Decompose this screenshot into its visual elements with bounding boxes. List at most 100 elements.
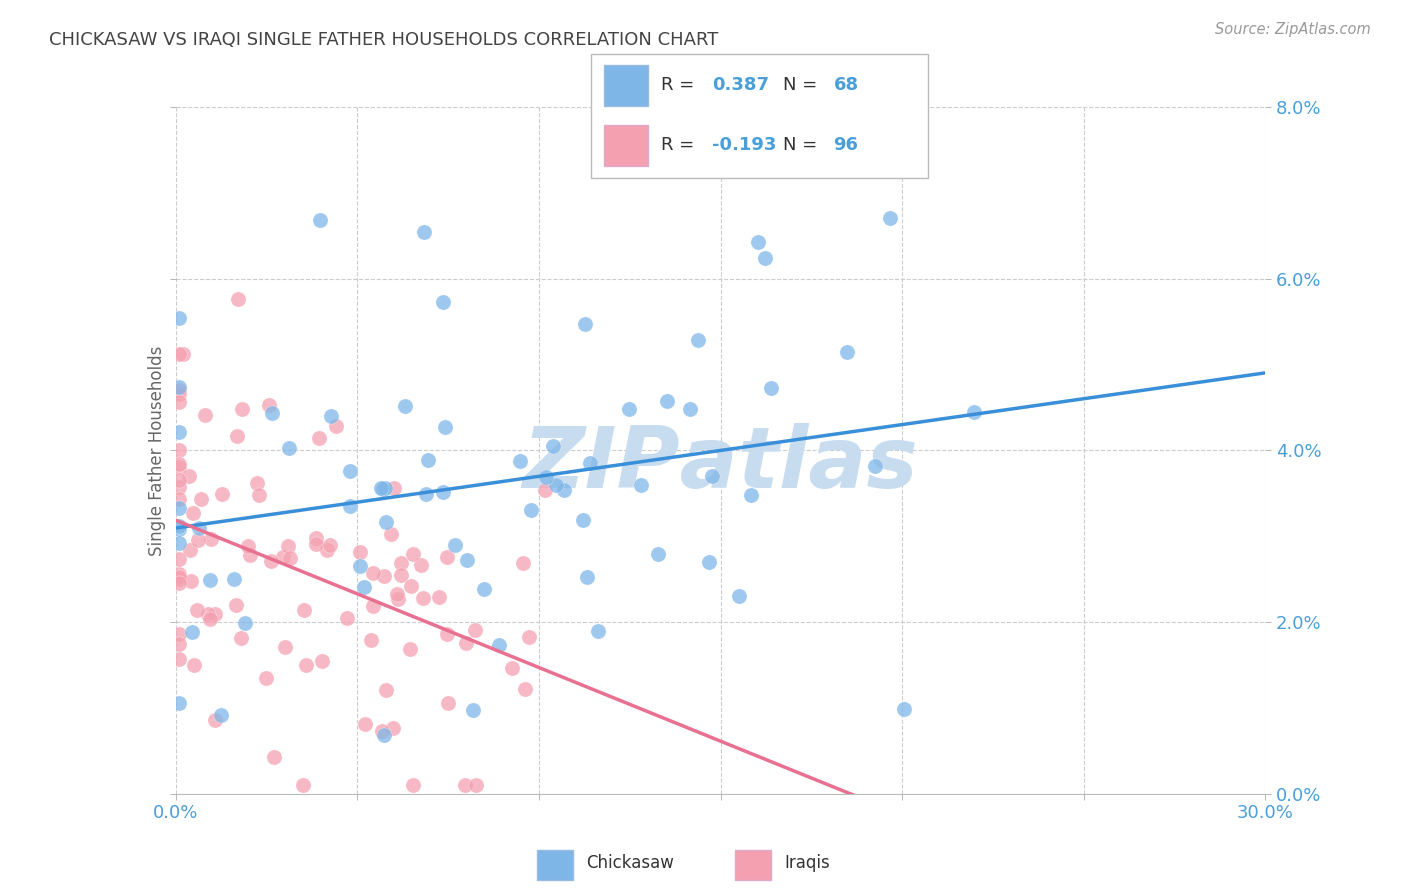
Point <box>181 625 204 640</box>
Point <box>204 607 226 621</box>
Point <box>534 469 557 483</box>
Point <box>370 481 392 495</box>
Point <box>354 717 377 731</box>
Point <box>169 387 191 401</box>
Point <box>402 548 425 562</box>
Point <box>229 631 252 645</box>
Point <box>382 481 405 495</box>
Point <box>169 481 191 495</box>
Y-axis label: Single Father Households: Single Father Households <box>148 345 166 556</box>
Point <box>893 701 915 715</box>
Point <box>432 485 454 500</box>
Point <box>361 566 384 580</box>
Text: -0.193: -0.193 <box>711 136 776 153</box>
Text: R =: R = <box>661 77 700 95</box>
Point <box>374 515 396 529</box>
Point <box>879 211 901 225</box>
Point <box>544 478 567 492</box>
Bar <box>735 850 770 880</box>
Point <box>308 212 330 227</box>
Point <box>472 582 495 596</box>
Point <box>434 419 457 434</box>
Point <box>553 483 575 498</box>
Point <box>183 657 205 672</box>
Point <box>278 551 301 566</box>
Point <box>239 548 262 562</box>
Point <box>183 506 205 520</box>
Point <box>697 555 720 569</box>
Point <box>190 492 212 507</box>
Bar <box>537 850 574 880</box>
Point <box>373 728 395 742</box>
Point <box>464 623 486 637</box>
Text: Chickasaw: Chickasaw <box>586 854 675 872</box>
Point <box>728 589 751 603</box>
Text: ZIP​atlas: ZIP​atlas <box>523 423 918 506</box>
Point <box>761 381 783 395</box>
Point <box>311 654 333 668</box>
Point <box>169 519 191 533</box>
Point <box>200 532 222 546</box>
Point <box>169 566 191 581</box>
Text: Source: ZipAtlas.com: Source: ZipAtlas.com <box>1215 22 1371 37</box>
Point <box>169 347 191 361</box>
Point <box>169 627 191 641</box>
Point <box>374 482 396 496</box>
Point <box>387 591 409 606</box>
Point <box>169 383 191 397</box>
Point <box>231 402 253 417</box>
Point <box>291 778 314 792</box>
Point <box>432 295 454 310</box>
Point <box>679 401 702 416</box>
Point <box>169 535 191 549</box>
Point <box>187 521 209 535</box>
Point <box>453 778 475 792</box>
Point <box>501 660 523 674</box>
Point <box>389 568 412 582</box>
Point <box>325 419 347 434</box>
Point <box>169 394 191 409</box>
Point <box>436 550 458 565</box>
Point <box>169 522 191 536</box>
Point <box>436 697 458 711</box>
Point <box>211 487 233 501</box>
Point <box>754 252 776 266</box>
Point <box>169 491 191 506</box>
Point <box>304 536 326 550</box>
Point <box>204 713 226 727</box>
Point <box>657 394 679 409</box>
Point <box>198 612 221 626</box>
Point <box>238 539 260 553</box>
Point <box>436 627 458 641</box>
Point <box>374 682 396 697</box>
Point <box>278 442 301 456</box>
Text: 96: 96 <box>834 136 859 153</box>
Point <box>465 778 488 792</box>
Point <box>169 425 191 440</box>
Point <box>169 311 191 326</box>
Point <box>509 454 531 468</box>
Text: R =: R = <box>661 136 700 153</box>
Point <box>382 722 405 736</box>
Point <box>169 575 191 590</box>
Point <box>169 458 191 472</box>
Point <box>260 554 283 568</box>
Point <box>444 538 467 552</box>
Point <box>837 345 859 359</box>
Point <box>575 570 598 584</box>
Point <box>865 459 887 474</box>
Point <box>209 708 232 723</box>
Point <box>360 633 382 648</box>
Point <box>488 638 510 652</box>
Point <box>172 347 194 361</box>
Point <box>179 543 201 558</box>
Point <box>413 225 436 239</box>
Point <box>246 476 269 491</box>
Point <box>315 543 337 558</box>
Text: N =: N = <box>783 77 823 95</box>
Point <box>273 550 295 565</box>
Point <box>194 408 217 422</box>
Point <box>520 502 543 516</box>
Point <box>233 615 256 630</box>
Point <box>534 483 557 497</box>
